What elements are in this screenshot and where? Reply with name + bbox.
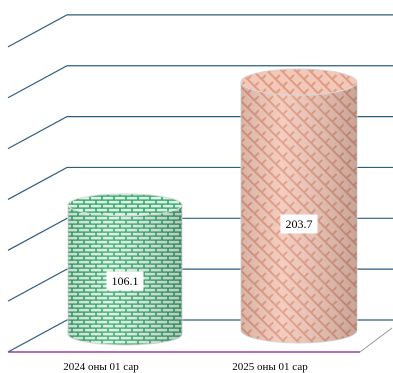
gridlines [7,14,393,353]
bars: 106.1 203.7 [67,68,358,346]
value-label-box-1 [106,271,144,291]
bar-2-top [240,68,358,96]
category-label-2: 2025 оны 01 сар [232,361,308,373]
category-label-1: 2024 оны 01 сар [63,361,139,373]
gridline-6 [7,14,393,48]
bar-2-shading [241,82,357,344]
floor-edge-right [359,327,393,353]
gridline-5 [7,65,393,99]
bar-1-top [67,193,183,217]
value-label-1: 106.1 [112,274,139,288]
value-label-box-2 [280,214,318,234]
value-label-2: 203.7 [286,217,313,231]
category-labels: 2024 оны 01 сар 2025 оны 01 сар [63,361,308,373]
